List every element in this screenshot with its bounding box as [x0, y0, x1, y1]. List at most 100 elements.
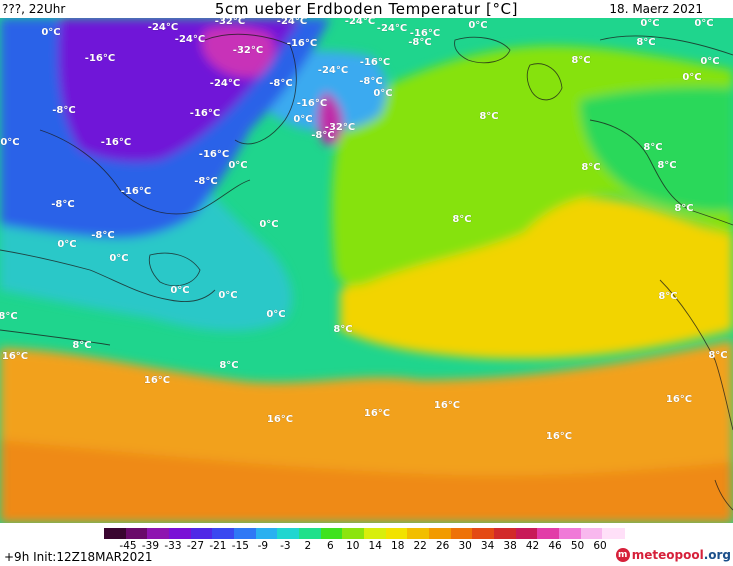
temperature-label: 8°C	[674, 203, 693, 214]
zone-yellow-band	[340, 197, 733, 360]
temperature-label: 0°C	[41, 27, 60, 38]
coastline-british-isles	[526, 63, 563, 101]
temperature-label: 8°C	[333, 324, 352, 335]
color-scale-tick: 14	[368, 540, 382, 552]
meteopool-logo-icon: m	[615, 548, 630, 562]
temperature-label: 16°C	[666, 394, 692, 405]
coastline-scandinavia	[599, 35, 733, 56]
temperature-label: -24°C	[175, 34, 205, 45]
coastline-iceland	[454, 36, 511, 64]
temperature-label: -24°C	[210, 78, 240, 89]
color-scale-segment	[342, 528, 365, 539]
color-scale-bar	[104, 528, 625, 539]
temperature-label: -8°C	[91, 230, 114, 241]
color-scale-tick: 30	[458, 540, 472, 552]
meteopool-logo: m meteopool.org	[615, 546, 731, 564]
temperature-label: -8°C	[359, 76, 382, 87]
temperature-label: -16°C	[297, 98, 327, 109]
init-time: +9h Init:12Z18MAR2021	[4, 550, 153, 564]
color-scale-segment	[472, 528, 495, 539]
color-scale-segment	[320, 528, 343, 539]
color-scale-segment	[407, 528, 430, 539]
temperature-label: 16°C	[144, 375, 170, 386]
color-scale-tick: 2	[304, 540, 312, 552]
color-scale-segment	[450, 528, 473, 539]
temperature-label: 0°C	[373, 88, 392, 99]
temperature-label: 0°C	[218, 290, 237, 301]
temperature-label: 0°C	[293, 114, 312, 125]
color-scale-segment	[169, 528, 192, 539]
temperature-label: 16°C	[267, 414, 293, 425]
color-scale-segment	[364, 528, 387, 539]
forecast-day-label: ???, 22Uhr	[2, 2, 66, 16]
temperature-label: -24°C	[277, 18, 307, 27]
temperature-label: 8°C	[708, 350, 727, 361]
temperature-label: 0°C	[259, 219, 278, 230]
color-scale-tick: 60	[593, 540, 607, 552]
color-scale-tick: -33	[164, 540, 182, 552]
color-scale-tick: -15	[231, 540, 249, 552]
color-scale-segment	[255, 528, 278, 539]
temperature-label: -24°C	[377, 23, 407, 34]
temperature-label: -16°C	[360, 57, 390, 68]
temperature-label: 0°C	[640, 18, 659, 29]
temperature-fill	[0, 18, 733, 523]
color-scale-tick: -45	[119, 540, 137, 552]
temperature-label: 8°C	[658, 291, 677, 302]
temperature-label: -24°C	[148, 22, 178, 33]
color-scale-segment	[537, 528, 560, 539]
temperature-label: 8°C	[643, 142, 662, 153]
color-scale-segment	[234, 528, 257, 539]
temperature-label: -8°C	[311, 130, 334, 141]
temperature-label: -32°C	[325, 122, 355, 133]
temperature-label: -16°C	[287, 38, 317, 49]
color-scale-segment	[559, 528, 582, 539]
color-scale-tick: 42	[525, 540, 540, 552]
color-scale-segment	[104, 528, 127, 539]
logo-text: meteopool.org	[632, 548, 731, 562]
temperature-label: 0°C	[170, 285, 189, 296]
coastline-newfoundland	[148, 252, 201, 287]
color-scale-segment	[277, 528, 300, 539]
color-scale-tick: -27	[186, 540, 204, 552]
zone-far-south-dark-orange	[0, 440, 733, 523]
color-scale-ticks: -45 -39 -33 -27 -21 -15 -9 -3 2 6 10 14 18 22 26 30 34 38…	[104, 540, 624, 552]
zone-east-green	[580, 87, 733, 212]
temperature-labels: 0°C -24°C-32°C -24°C -24°C-24°C 0°C 0°C 0°C-24…	[0, 18, 728, 442]
temperature-label: -16°C	[199, 149, 229, 160]
color-scale-segment	[602, 528, 625, 539]
temperature-label: 16°C	[2, 351, 28, 362]
color-scale-tick: 50	[570, 540, 585, 552]
color-scale-tick: 18	[391, 540, 405, 552]
coastline-north-africa	[659, 279, 733, 431]
temperature-label: 8°C	[636, 37, 655, 48]
color-scale-tick: -21	[209, 540, 227, 552]
color-scale-segment	[147, 528, 170, 539]
color-scale-tick: 22	[413, 540, 427, 552]
temperature-label: 8°C	[0, 311, 18, 322]
temperature-label: -8°C	[194, 176, 217, 187]
color-scale-segment	[385, 528, 408, 539]
temperature-label: 16°C	[364, 408, 390, 419]
temperature-label: -24°C	[345, 18, 375, 27]
temperature-label: -32°C	[233, 45, 263, 56]
temperature-map: 0°C -24°C-32°C -24°C -24°C-24°C 0°C 0°C 0°C-24…	[0, 18, 733, 523]
temperature-label: -32°C	[215, 18, 245, 27]
temperature-label: 0°C	[468, 20, 487, 31]
color-scale-segment	[299, 528, 322, 539]
temperature-label: -16°C	[101, 137, 131, 148]
color-scale-segment	[494, 528, 517, 539]
temperature-label: 0°C	[682, 72, 701, 83]
temperature-label: 8°C	[571, 55, 590, 66]
color-scale-tick: -9	[257, 540, 269, 552]
zone-magenta-greenland	[201, 26, 275, 78]
temperature-label: -16°C	[85, 53, 115, 64]
coastline-greenland	[204, 33, 297, 145]
temperature-label: 8°C	[219, 360, 238, 371]
temperature-label: 0°C	[266, 309, 285, 320]
temperature-label: 0°C	[228, 160, 247, 171]
temperature-label: 16°C	[546, 431, 572, 442]
color-scale-segment	[125, 528, 148, 539]
temperature-label: -16°C	[410, 28, 440, 39]
